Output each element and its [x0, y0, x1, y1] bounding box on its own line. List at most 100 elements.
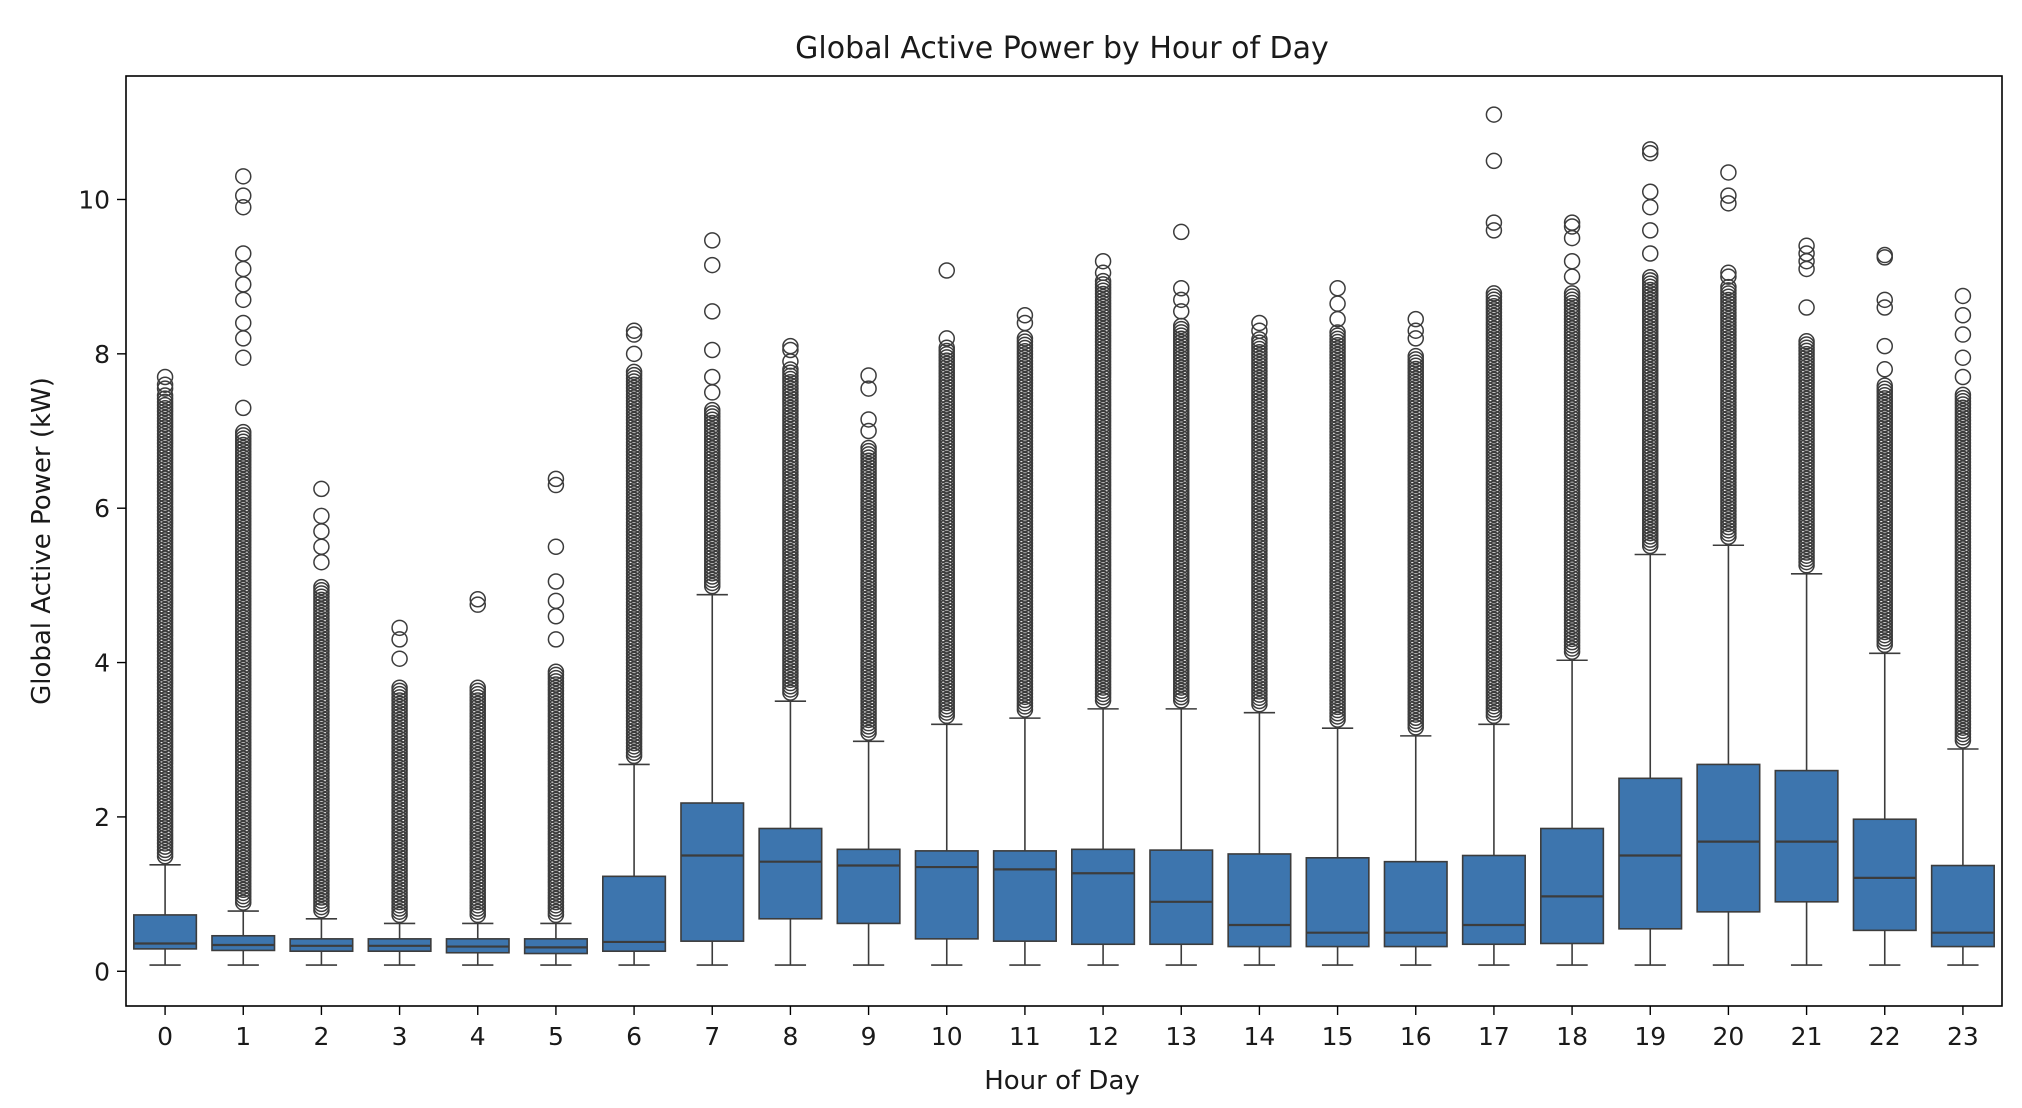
x-tick-label: 1: [235, 1022, 251, 1051]
outlier-point: [1720, 268, 1737, 285]
outlier-point: [1563, 268, 1581, 285]
outlier-point: [313, 538, 330, 556]
iqr-box: [1540, 827, 1605, 945]
outlier-point: [547, 631, 565, 648]
flier-cluster: [156, 387, 174, 865]
outlier-point: [235, 187, 252, 204]
x-tick-label: 16: [1400, 1022, 1432, 1051]
outlier-point: [1251, 322, 1268, 339]
flier-point: [1563, 285, 1581, 302]
box-group-hour-13: [1149, 223, 1214, 966]
flier-point: [1876, 377, 1893, 394]
box-group-hour-16: [1383, 310, 1448, 966]
x-tick-label: 19: [1634, 1022, 1666, 1051]
iqr-box: [1383, 860, 1448, 948]
flier-point: [1642, 268, 1659, 286]
outlier-point: [1094, 264, 1112, 282]
flier-point: [156, 387, 174, 404]
box-group-hour-18: [1540, 214, 1605, 966]
flier-cluster: [1016, 330, 1034, 718]
outlier-point: [1876, 246, 1893, 264]
outlier-point: [1798, 245, 1815, 262]
outlier-point: [235, 330, 252, 347]
y-tick-label: 10: [78, 185, 110, 214]
flier-point: [1407, 347, 1424, 365]
box-group-hour-9: [836, 367, 901, 966]
flier-cluster: [1642, 268, 1659, 555]
box-group-hour-15: [1305, 279, 1370, 966]
outlier-point: [1407, 330, 1424, 347]
flier-cluster: [1485, 285, 1503, 725]
box-group-hour-7: [680, 232, 745, 966]
outlier-point: [860, 367, 877, 384]
flier-point: [1329, 324, 1346, 341]
x-tick-label: 0: [157, 1022, 173, 1051]
box-group-hour-22: [1852, 246, 1917, 966]
chart-title: Global Active Power by Hour of Day: [795, 31, 1329, 66]
iqr-box: [1696, 763, 1761, 913]
plot-frame: [125, 75, 2003, 1007]
iqr-box: [523, 938, 588, 955]
x-tick-label: 4: [470, 1022, 486, 1051]
iqr-box: [914, 850, 979, 940]
outlier-point: [1642, 198, 1659, 216]
outlier-point: [1720, 195, 1737, 212]
flier-cluster: [1329, 324, 1346, 728]
outlier-point: [156, 380, 174, 397]
x-tick-label: 10: [931, 1022, 963, 1051]
flier-cluster: [1407, 347, 1424, 736]
box-group-hour-21: [1774, 237, 1839, 966]
flier-cluster: [1876, 377, 1893, 654]
outlier-point: [1016, 314, 1034, 332]
flier-point: [938, 339, 955, 357]
outlier-point: [547, 476, 565, 494]
outlier-point: [1876, 337, 1893, 355]
outlier-point: [938, 330, 955, 347]
x-tick-label: 2: [313, 1022, 329, 1051]
outlier-point: [1954, 287, 1972, 305]
iqr-box: [602, 875, 667, 953]
x-tick-label: 23: [1947, 1022, 1979, 1051]
plot-area: [133, 106, 1995, 966]
flier-cluster: [860, 439, 877, 742]
x-tick-label: 18: [1556, 1022, 1588, 1051]
x-tick-label: 6: [626, 1022, 642, 1051]
outlier-point: [547, 592, 565, 610]
outlier-point: [1642, 141, 1659, 158]
flier-point: [391, 679, 408, 696]
box-group-hour-17: [1461, 106, 1526, 966]
x-tick-label: 5: [548, 1022, 564, 1051]
x-tick-label: 3: [392, 1022, 408, 1051]
x-tick-label: 13: [1165, 1022, 1197, 1051]
box-group-hour-1: [211, 168, 276, 966]
x-tick-label: 17: [1478, 1022, 1510, 1051]
outlier-point: [1563, 252, 1581, 270]
outlier-point: [1642, 222, 1659, 239]
outlier-point: [625, 326, 643, 343]
flier-point: [1094, 272, 1112, 290]
outlier-point: [1642, 183, 1659, 201]
y-axis: 0 2 4 6 8 10: [78, 185, 126, 986]
outlier-point: [1876, 361, 1893, 378]
outlier-point: [1094, 252, 1112, 270]
x-axis-label: Hour of Day: [984, 1066, 1140, 1096]
flier-cluster: [313, 578, 330, 919]
outlier-point: [156, 376, 174, 393]
box-group-hour-2: [289, 480, 354, 966]
outlier-point: [625, 345, 643, 363]
outlier-point: [1251, 314, 1268, 332]
outlier-point: [156, 368, 174, 386]
outlier-point: [235, 168, 252, 185]
y-axis-label: Global Active Power (kW): [27, 377, 57, 705]
outlier-point: [469, 596, 486, 613]
outlier-point: [391, 650, 408, 667]
outlier-point: [313, 523, 330, 540]
outlier-point: [704, 368, 721, 386]
outlier-point: [704, 341, 721, 359]
outlier-point: [313, 480, 330, 498]
outlier-point: [313, 507, 330, 525]
box-group-hour-0: [133, 368, 198, 966]
outlier-point: [1407, 310, 1424, 328]
iqr-box: [211, 934, 276, 952]
